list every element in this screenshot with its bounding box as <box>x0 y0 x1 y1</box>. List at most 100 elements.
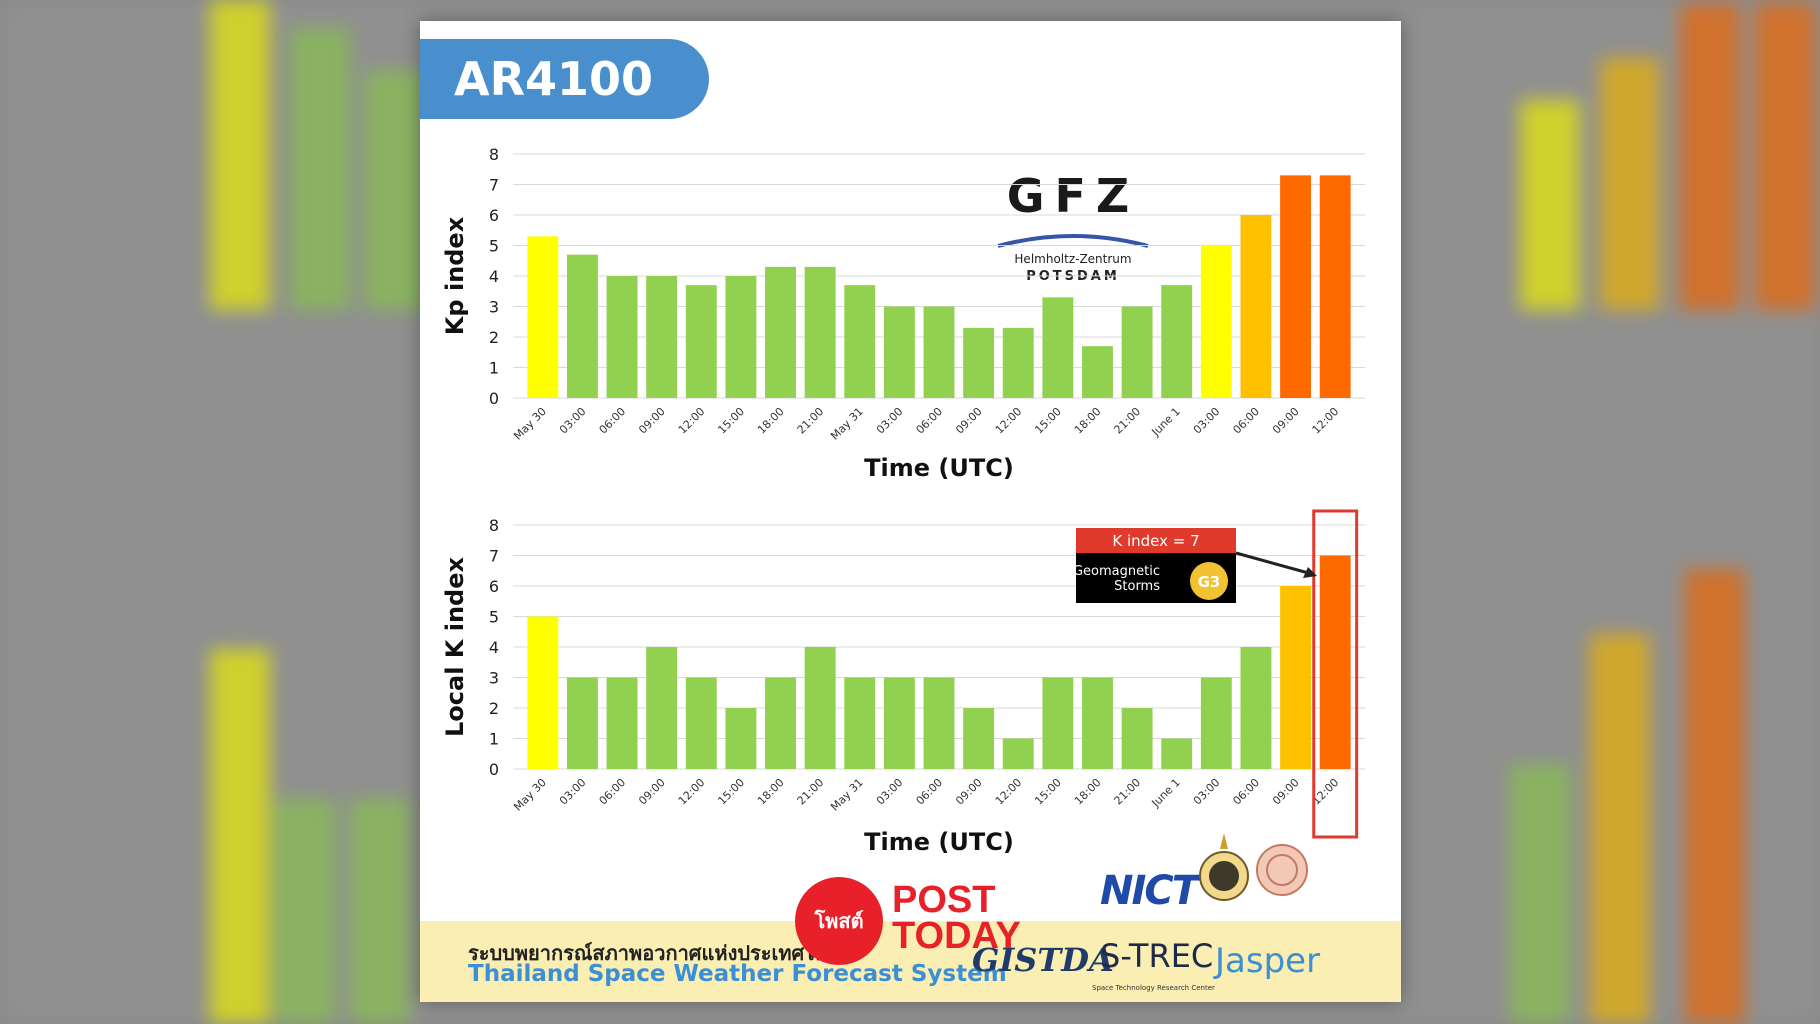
x-tick-label: 03:00 <box>874 405 906 437</box>
x-tick-label: May 30 <box>511 405 549 443</box>
strec-logo: S-TREC <box>1100 937 1214 975</box>
bar <box>527 236 559 398</box>
royal-emblem-icon <box>1199 833 1249 901</box>
x-tick-label: 06:00 <box>1230 776 1262 808</box>
x-tick-label: 03:00 <box>1191 405 1223 437</box>
annotation-header-box <box>1076 528 1236 553</box>
y-tick-label: 2 <box>489 328 499 347</box>
jasper-logo: Jasper <box>1215 941 1321 981</box>
bar <box>725 276 757 398</box>
bar <box>1082 346 1113 398</box>
x-tick-label: 18:00 <box>755 405 787 437</box>
bg-bar <box>1510 764 1570 1024</box>
bar <box>1082 677 1113 769</box>
bg-bar <box>1520 100 1580 310</box>
x-tick-label: May 30 <box>511 776 549 814</box>
bar <box>883 306 915 398</box>
y-tick-label: 5 <box>489 237 499 256</box>
x-tick-label: 09:00 <box>953 776 985 808</box>
x-tick-label: 15:00 <box>1032 405 1064 437</box>
bar <box>963 327 995 398</box>
highlight-box <box>1312 509 1359 839</box>
x-axis-label: Time (UTC) <box>864 828 1014 856</box>
y-tick-label: 8 <box>489 145 499 164</box>
x-tick-label: 12:00 <box>676 405 708 437</box>
y-tick-label: 8 <box>489 516 499 535</box>
y-tick-label: 5 <box>489 608 499 627</box>
title-banner: AR4100 <box>420 39 709 119</box>
gfz-arc <box>997 234 1149 248</box>
x-tick-label: 03:00 <box>557 776 589 808</box>
x-tick-label: 12:00 <box>676 776 708 808</box>
x-tick-label: 06:00 <box>914 405 946 437</box>
bar <box>646 647 678 769</box>
x-tick-label: 09:00 <box>1270 776 1302 808</box>
x-tick-label: May 31 <box>828 776 866 814</box>
y-tick-label: 4 <box>489 267 499 286</box>
x-tick-label: 21:00 <box>1112 405 1144 437</box>
x-tick-label: 21:00 <box>795 405 827 437</box>
post-today-logo-today: TODAY <box>892 915 1021 957</box>
footer-thai-text: ระบบพยากรณ์สภาพอวกาศแห่งประเทศไทย <box>468 941 840 965</box>
gfz-logo-text: GFZ <box>1007 169 1140 223</box>
bar <box>1319 175 1351 398</box>
bar <box>1319 555 1351 769</box>
bar <box>883 677 915 769</box>
gfz-sub-line1: Helmholtz-Zentrum <box>1014 252 1131 266</box>
bg-bar <box>275 799 335 1024</box>
bg-bar <box>290 28 350 310</box>
bg-bar <box>365 70 425 310</box>
bar <box>566 254 598 398</box>
bar <box>646 276 678 398</box>
title-text: AR4100 <box>454 52 654 106</box>
bar <box>1002 327 1034 398</box>
x-tick-label: 06:00 <box>914 776 946 808</box>
g3-badge <box>1190 562 1228 600</box>
bar <box>1042 677 1074 769</box>
y-tick-label: 2 <box>489 699 499 718</box>
bar <box>1002 738 1034 769</box>
y-tick-label: 1 <box>489 359 499 378</box>
annotation-body-line1: Geomagnetic <box>1073 564 1160 579</box>
bar <box>1161 285 1193 398</box>
bg-bar <box>210 649 270 1024</box>
x-tick-label: 12:00 <box>993 405 1025 437</box>
bar <box>1200 677 1232 769</box>
bar <box>804 647 836 769</box>
bar <box>1280 175 1312 398</box>
bar <box>606 677 638 769</box>
bar <box>923 677 955 769</box>
bar <box>527 616 559 769</box>
y-tick-label: 0 <box>489 760 499 779</box>
y-axis-label: Local K index <box>441 556 469 737</box>
bar <box>1161 738 1193 769</box>
gistda-logo: GISTDA <box>972 941 1114 979</box>
x-tick-label: 06:00 <box>1230 405 1262 437</box>
y-tick-label: 0 <box>489 389 499 408</box>
bar <box>1121 306 1153 398</box>
x-axis-label: Time (UTC) <box>864 454 1014 482</box>
bar <box>685 677 717 769</box>
y-tick-label: 7 <box>489 547 499 566</box>
y-tick-label: 6 <box>489 206 499 225</box>
y-tick-label: 1 <box>489 730 499 749</box>
x-tick-label: 18:00 <box>1072 776 1104 808</box>
bar <box>804 266 836 398</box>
k-index-annotation: K index = 7 Geomagnetic Storms G3 <box>1073 528 1317 603</box>
bar <box>685 285 717 398</box>
bar <box>1240 647 1272 769</box>
annotation-arrow <box>1235 551 1313 576</box>
bar <box>844 677 876 769</box>
x-tick-label: 09:00 <box>953 405 985 437</box>
bar <box>1240 215 1272 398</box>
x-tick-label: June 1 <box>1149 405 1183 439</box>
bar <box>923 306 955 398</box>
x-tick-label: May 31 <box>828 405 866 443</box>
y-tick-label: 3 <box>489 669 499 688</box>
strec-subtitle: Space Technology Research Center <box>1092 984 1215 992</box>
bar <box>1280 586 1312 769</box>
university-seal-icon <box>1256 844 1308 896</box>
x-tick-label: 21:00 <box>795 776 827 808</box>
